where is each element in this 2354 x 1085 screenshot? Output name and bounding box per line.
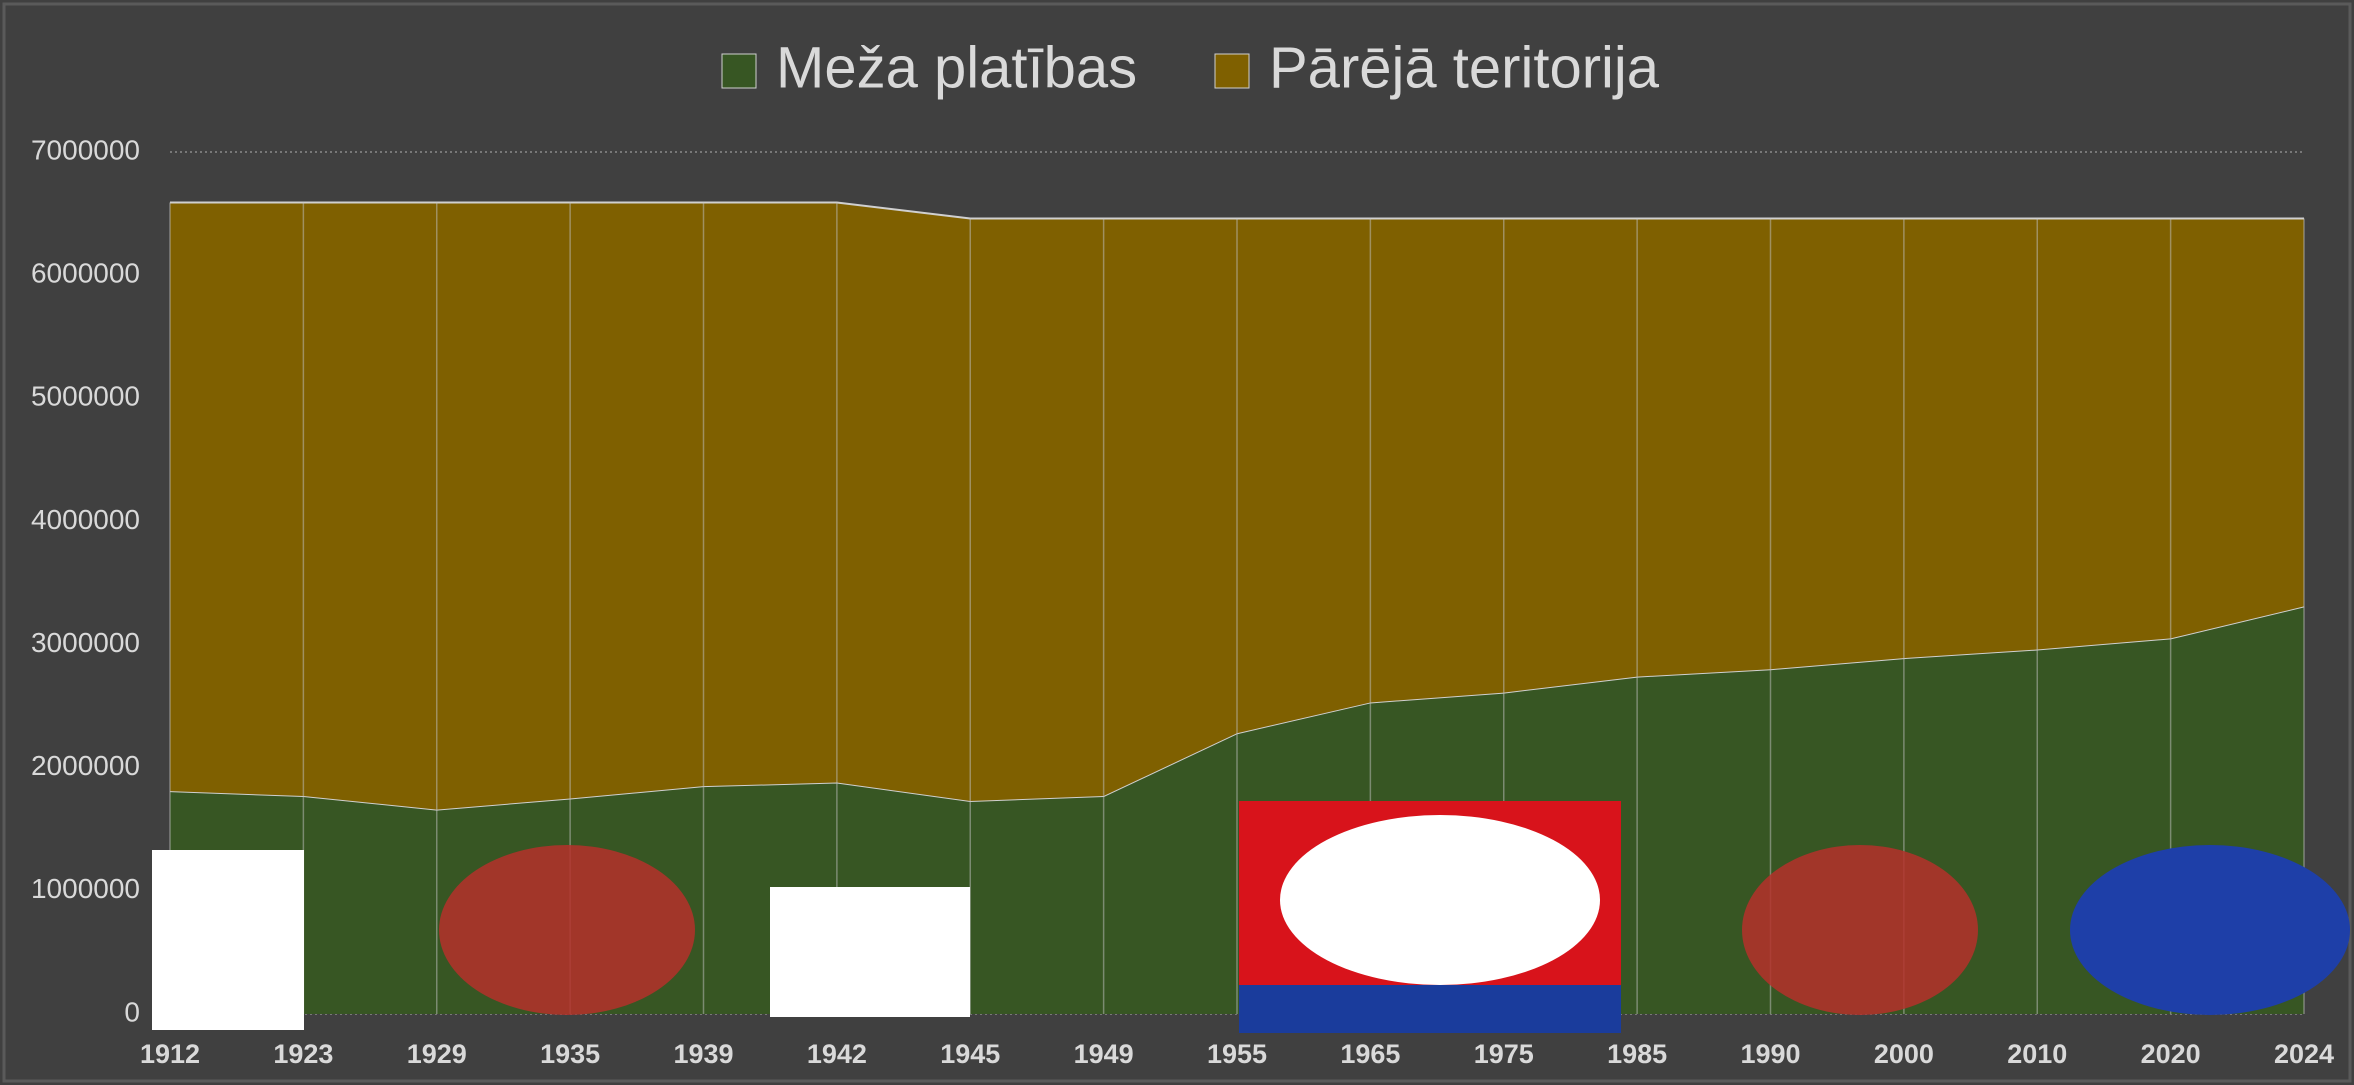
y-tick-label: 5000000 (31, 381, 140, 412)
x-tick-label: 1912 (140, 1039, 200, 1069)
x-tick-label: 2020 (2141, 1039, 2201, 1069)
y-tick-label: 0 (124, 996, 140, 1027)
x-tick-label: 1985 (1607, 1039, 1667, 1069)
y-tick-label: 7000000 (31, 134, 140, 165)
x-tick-label: 1949 (1074, 1039, 1134, 1069)
x-tick-label: 1990 (1740, 1039, 1800, 1069)
x-tick-label: 1942 (807, 1039, 867, 1069)
x-tick-label: 1975 (1474, 1039, 1534, 1069)
x-tick-label: 1923 (273, 1039, 333, 1069)
legend-label: Meža platības (776, 35, 1137, 100)
emblem (152, 850, 304, 1030)
x-tick-label: 1965 (1340, 1039, 1400, 1069)
x-tick-label: 1945 (940, 1039, 1000, 1069)
y-tick-label: 1000000 (31, 873, 140, 904)
x-tick-label: 2024 (2274, 1039, 2334, 1069)
y-tick-label: 4000000 (31, 504, 140, 535)
x-tick-label: 2000 (1874, 1039, 1934, 1069)
y-tick-label: 2000000 (31, 750, 140, 781)
emblem (1742, 845, 1978, 1015)
x-tick-label: 1955 (1207, 1039, 1267, 1069)
x-tick-label: 2010 (2007, 1039, 2067, 1069)
y-tick-label: 3000000 (31, 627, 140, 658)
emblem (439, 845, 695, 1015)
legend-swatch (1214, 53, 1250, 89)
legend-label: Pārējā teritorija (1269, 35, 1660, 100)
x-tick-label: 1939 (673, 1039, 733, 1069)
x-tick-label: 1929 (407, 1039, 467, 1069)
legend-swatch (721, 53, 757, 89)
x-tick-label: 1935 (540, 1039, 600, 1069)
emblem (1239, 985, 1621, 1033)
emblem (770, 887, 970, 1017)
y-tick-label: 6000000 (31, 258, 140, 289)
emblem (1280, 815, 1600, 985)
emblem (2070, 845, 2350, 1015)
